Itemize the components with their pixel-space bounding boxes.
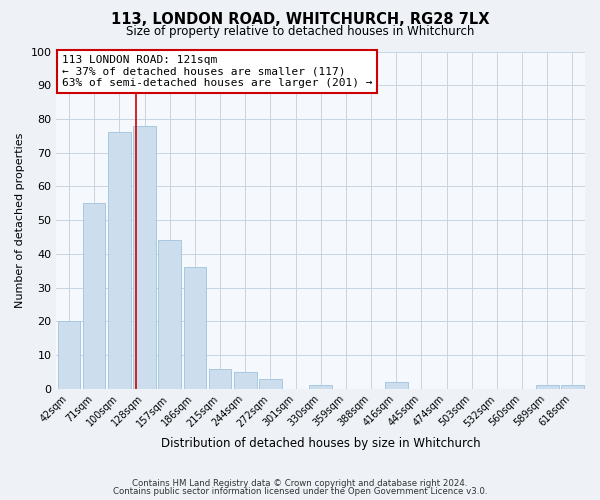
X-axis label: Distribution of detached houses by size in Whitchurch: Distribution of detached houses by size … (161, 437, 481, 450)
Bar (310, 386, 332, 389)
Text: 113 LONDON ROAD: 121sqm
← 37% of detached houses are smaller (117)
63% of semi-d: 113 LONDON ROAD: 121sqm ← 37% of detache… (62, 55, 372, 88)
Text: 113, LONDON ROAD, WHITCHURCH, RG28 7LX: 113, LONDON ROAD, WHITCHURCH, RG28 7LX (111, 12, 489, 28)
Bar (385, 382, 407, 389)
Bar (259, 378, 281, 389)
Bar (158, 240, 181, 389)
Text: Contains HM Land Registry data © Crown copyright and database right 2024.: Contains HM Land Registry data © Crown c… (132, 478, 468, 488)
Bar (133, 126, 156, 389)
Bar (536, 386, 559, 389)
Bar (184, 268, 206, 389)
Bar (561, 386, 584, 389)
Text: Size of property relative to detached houses in Whitchurch: Size of property relative to detached ho… (126, 25, 474, 38)
Bar (234, 372, 257, 389)
Bar (83, 204, 106, 389)
Bar (108, 132, 131, 389)
Text: Contains public sector information licensed under the Open Government Licence v3: Contains public sector information licen… (113, 487, 487, 496)
Y-axis label: Number of detached properties: Number of detached properties (15, 132, 25, 308)
Bar (209, 368, 232, 389)
Bar (58, 322, 80, 389)
